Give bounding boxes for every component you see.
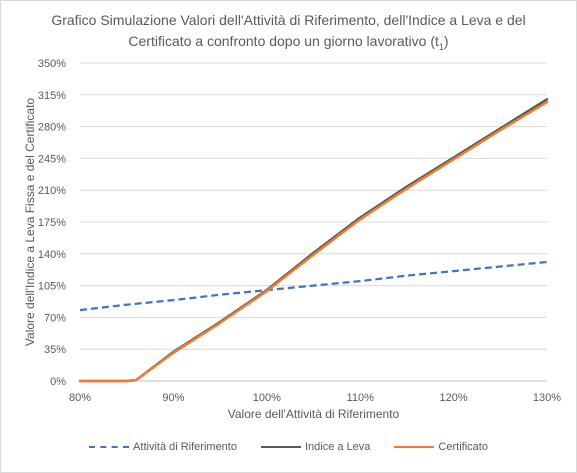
x-tick-label: 120% (440, 392, 468, 404)
chart-title-line2-end: ) (443, 33, 449, 49)
y-tick-label: 140% (38, 249, 66, 261)
y-tick-label: 245% (38, 153, 66, 165)
legend-item: Certificato (394, 441, 488, 453)
series-lines (78, 98, 549, 383)
y-tick-label: 70% (44, 312, 66, 324)
x-axis-title: Valore dell'Attività di Riferimento (228, 407, 400, 421)
chart-title-line1: Grafico Simulazione Valori dell'Attività… (51, 12, 526, 28)
chart-title-subscript: 1 (438, 41, 444, 52)
x-tick-label: 130% (533, 392, 561, 404)
x-tick-label: 110% (347, 392, 375, 404)
x-tick-label: 80% (69, 392, 91, 404)
y-axis-tick-labels: 0% 35% 70% 105% 140% 175% 210% 245% 280% 315% 350% (38, 58, 66, 388)
y-tick-label: 175% (38, 217, 66, 229)
legend-swatch (394, 442, 435, 452)
series-line-2 (78, 100, 549, 383)
series-line-0 (79, 260, 548, 312)
legend-label: Certificato (438, 441, 488, 453)
chart-title-line2-text: Certificato a confronto dopo un giorno l… (128, 33, 439, 49)
y-tick-label: 105% (38, 281, 66, 293)
x-axis-tick-labels: 80% 90% 100% 110% 120% 130% (69, 392, 561, 404)
legend-item: Attività di Riferimento (89, 441, 237, 453)
x-tick-label: 100% (253, 392, 281, 404)
y-tick-label: 35% (44, 344, 66, 356)
gridlines (80, 62, 547, 382)
y-tick-label: 350% (38, 58, 66, 70)
y-tick-label: 315% (38, 90, 66, 102)
chart-title-line2: Certificato a confronto dopo un giorno l… (0, 31, 577, 52)
y-tick-label: 280% (38, 122, 66, 134)
chart-title: Grafico Simulazione Valori dell'Attività… (0, 10, 577, 52)
legend: Attività di Riferimento Indice a Leva Cert… (0, 441, 577, 453)
legend-label: Attività di Riferimento (133, 441, 237, 453)
y-tick-label: 210% (38, 185, 66, 197)
legend-item: Indice a Leva (260, 441, 371, 453)
x-tick-label: 90% (162, 392, 184, 404)
series-line-1 (78, 98, 549, 383)
legend-swatch (89, 442, 130, 452)
y-tick-label: 0% (50, 376, 66, 388)
legend-swatch (260, 442, 301, 452)
legend-label: Indice a Leva (304, 441, 371, 453)
y-axis-title: Valore dell'Indice a Leva Fissa e del Ce… (23, 98, 37, 347)
